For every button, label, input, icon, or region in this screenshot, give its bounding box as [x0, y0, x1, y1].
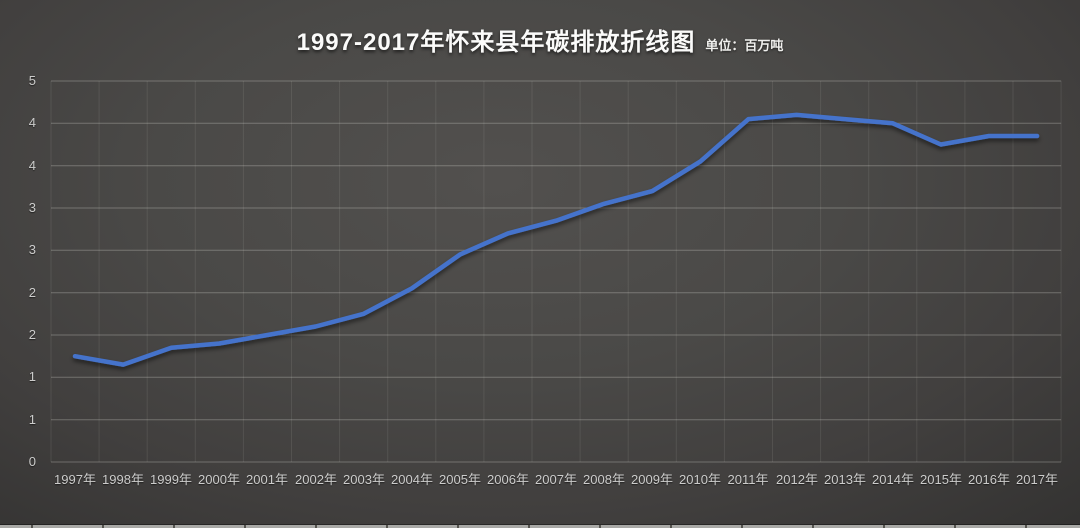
x-axis-label: 2005年 — [439, 472, 481, 487]
x-axis-label: 2011年 — [727, 472, 769, 487]
y-axis-tick-label: 4 — [28, 158, 36, 173]
y-axis-tick-label: 3 — [28, 200, 36, 215]
x-axis-label: 2013年 — [824, 472, 866, 487]
vertical-gridlines — [50, 81, 1062, 462]
bottom-edge-strip — [0, 525, 1080, 528]
x-axis-label: 2001年 — [246, 472, 288, 487]
y-axis-tick-label: 0 — [28, 454, 36, 469]
x-axis-label: 2012年 — [776, 472, 818, 487]
x-axis-label: 2002年 — [295, 472, 337, 487]
x-axis-label: 2000年 — [198, 472, 240, 487]
x-axis-label: 1999年 — [150, 472, 192, 487]
y-axis-tick-label: 4 — [28, 115, 36, 130]
x-axis-label: 2003年 — [343, 472, 385, 487]
x-axis-label: 2009年 — [631, 472, 673, 487]
x-axis-label: 2008年 — [583, 472, 625, 487]
x-axis-label: 2014年 — [872, 472, 914, 487]
x-axis-label: 2015年 — [920, 472, 962, 487]
x-axis-label: 2006年 — [487, 472, 529, 487]
y-axis-tick-label: 1 — [28, 369, 36, 384]
horizontal-gridlines — [51, 80, 1062, 463]
x-axis-label: 1998年 — [102, 472, 144, 487]
x-axis-label: 2016年 — [968, 472, 1010, 487]
x-axis-label: 1997年 — [54, 472, 96, 487]
x-axis-label: 2007年 — [535, 472, 577, 487]
x-axis-label: 2017年 — [1016, 472, 1058, 487]
y-axis-tick-label: 3 — [28, 242, 36, 257]
y-axis-tick-label: 2 — [28, 285, 36, 300]
x-axis-label: 2010年 — [679, 472, 721, 487]
x-axis-label: 2004年 — [391, 472, 433, 487]
emission-line-series — [72, 112, 1040, 367]
y-axis-tick-label: 1 — [28, 412, 36, 427]
y-axis-tick-label: 5 — [28, 73, 36, 88]
y-axis-tick-label: 2 — [28, 327, 36, 342]
